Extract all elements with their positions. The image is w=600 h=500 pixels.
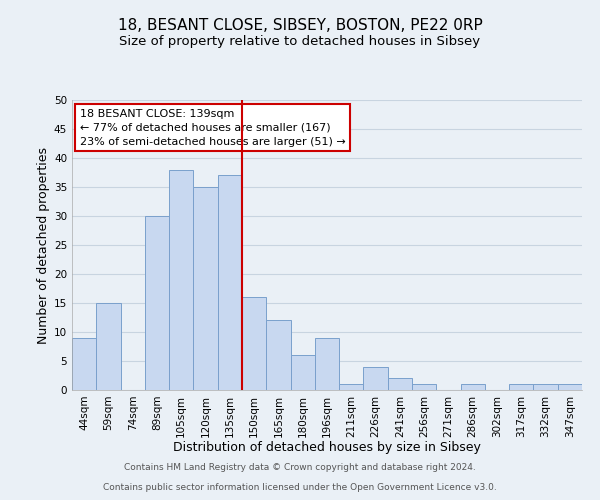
Bar: [169, 170, 193, 390]
Bar: [315, 338, 339, 390]
Bar: [364, 367, 388, 390]
Bar: [96, 303, 121, 390]
Text: Size of property relative to detached houses in Sibsey: Size of property relative to detached ho…: [119, 35, 481, 48]
X-axis label: Distribution of detached houses by size in Sibsey: Distribution of detached houses by size …: [173, 441, 481, 454]
Text: 18 BESANT CLOSE: 139sqm
← 77% of detached houses are smaller (167)
23% of semi-d: 18 BESANT CLOSE: 139sqm ← 77% of detache…: [80, 108, 346, 146]
Bar: [218, 176, 242, 390]
Text: 18, BESANT CLOSE, SIBSEY, BOSTON, PE22 0RP: 18, BESANT CLOSE, SIBSEY, BOSTON, PE22 0…: [118, 18, 482, 32]
Bar: [290, 355, 315, 390]
Bar: [242, 297, 266, 390]
Y-axis label: Number of detached properties: Number of detached properties: [37, 146, 50, 344]
Bar: [72, 338, 96, 390]
Bar: [412, 384, 436, 390]
Bar: [461, 384, 485, 390]
Text: Contains HM Land Registry data © Crown copyright and database right 2024.: Contains HM Land Registry data © Crown c…: [124, 463, 476, 472]
Bar: [145, 216, 169, 390]
Bar: [266, 320, 290, 390]
Bar: [388, 378, 412, 390]
Bar: [509, 384, 533, 390]
Bar: [339, 384, 364, 390]
Bar: [193, 187, 218, 390]
Bar: [533, 384, 558, 390]
Text: Contains public sector information licensed under the Open Government Licence v3: Contains public sector information licen…: [103, 483, 497, 492]
Bar: [558, 384, 582, 390]
